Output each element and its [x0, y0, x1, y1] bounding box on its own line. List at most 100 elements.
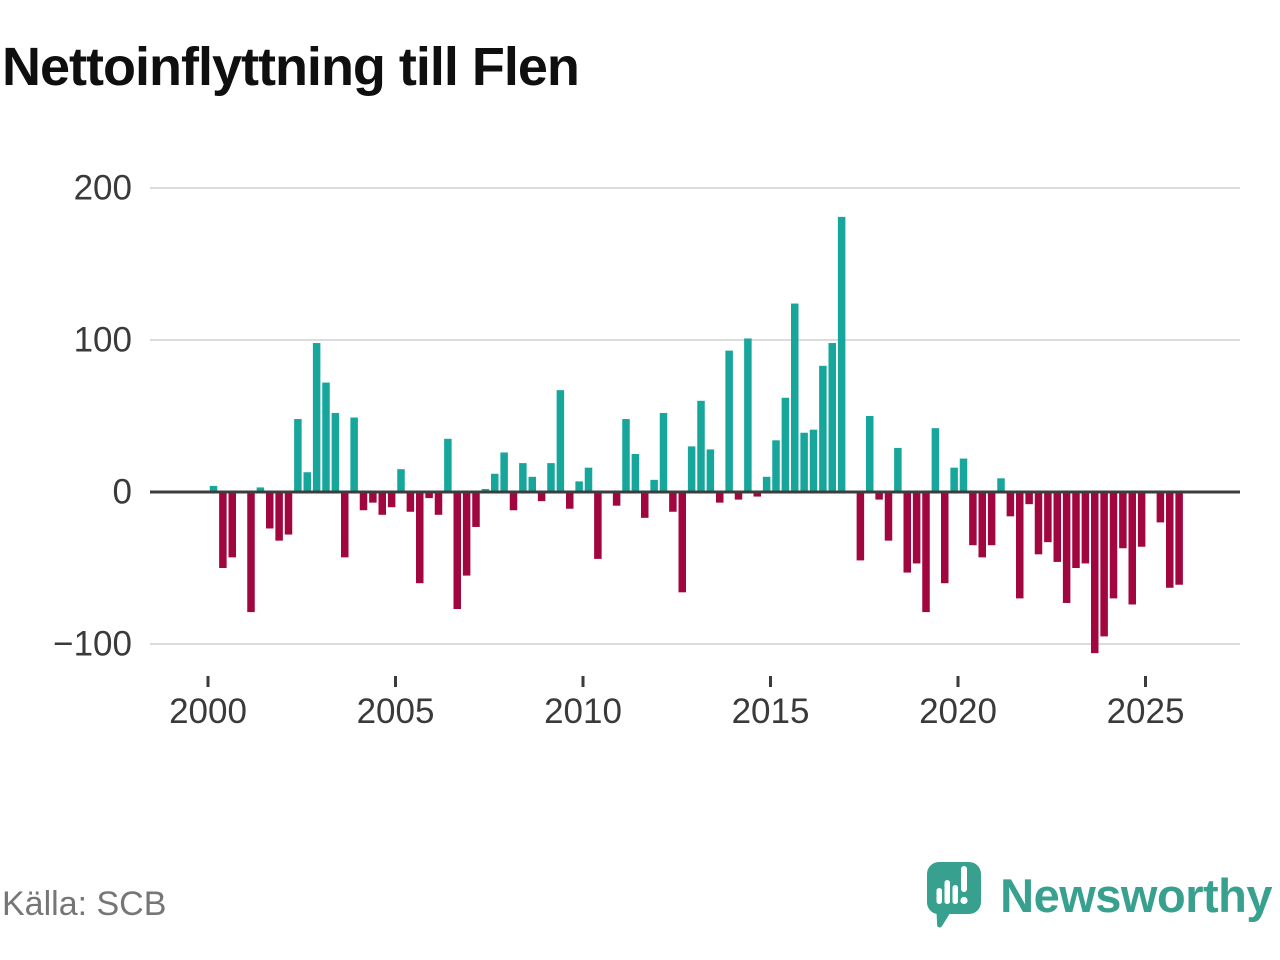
bar-2018Q4 [912, 492, 921, 564]
bar-2025Q2 [1156, 492, 1165, 523]
bar-2003Q2 [331, 412, 340, 492]
x-tick-label-2000: 2000 [169, 692, 247, 731]
bar-2008Q1 [509, 492, 518, 511]
bar-2018Q2 [894, 447, 902, 492]
logo-exclamation-dot [960, 896, 968, 905]
bar-2002Q1 [284, 492, 293, 535]
bar-2023Q2 [1081, 492, 1090, 564]
bar-2014Q2 [744, 338, 752, 492]
bar-2022Q4 [1062, 492, 1071, 603]
bar-2014Q3 [753, 492, 761, 497]
bar-2014Q4 [762, 476, 771, 492]
bar-2015Q4 [800, 432, 808, 492]
bar-2007Q4 [500, 452, 508, 492]
bar-2000Q3 [228, 492, 236, 558]
bar-2009Q4 [575, 481, 583, 492]
bar-2017Q2 [856, 492, 865, 561]
bar-2017Q4 [875, 492, 883, 500]
bar-2004Q4 [387, 492, 396, 508]
bar-2025Q4 [1175, 492, 1183, 585]
y-tick-label-0: 0 [113, 473, 132, 512]
brand-name: Newsworthy [1000, 868, 1272, 922]
x-tick-label-2020: 2020 [919, 692, 997, 731]
bar-2003Q3 [341, 492, 349, 558]
bar-2013Q1 [697, 400, 705, 492]
bar-2004Q2 [369, 492, 377, 503]
bar-2001Q3 [266, 492, 274, 529]
bar-2006Q2 [444, 438, 452, 492]
logo-bar-short [936, 888, 943, 904]
bar-2024Q4 [1137, 492, 1146, 547]
bar-2021Q3 [1016, 492, 1024, 599]
bar-2008Q2 [519, 463, 527, 492]
bar-2025Q3 [1166, 492, 1174, 588]
y-tick-label-100: 100 [74, 321, 132, 360]
bar-2005Q1 [397, 469, 405, 492]
bar-2021Q4 [1025, 492, 1033, 505]
bar-2006Q4 [462, 492, 471, 576]
bar-2004Q3 [378, 492, 386, 515]
bar-2002Q4 [312, 343, 321, 492]
bar-2000Q2 [219, 492, 227, 568]
bar-2023Q1 [1072, 492, 1080, 568]
bar-2019Q3 [941, 492, 949, 584]
bar-2003Q1 [322, 382, 330, 492]
newsworthy-bubble-barchart-icon [927, 862, 982, 928]
bar-2007Q1 [472, 492, 480, 527]
bar-2009Q1 [547, 463, 555, 492]
bar-2019Q1 [922, 492, 930, 613]
y-tick-label-200: 200 [74, 169, 132, 208]
bar-2000Q1 [209, 485, 218, 492]
bar-2015Q3 [791, 303, 799, 492]
bar-2013Q3 [716, 492, 724, 503]
logo-bar-tall [944, 880, 951, 904]
bar-2008Q3 [528, 476, 536, 492]
bar-2005Q3 [416, 492, 424, 584]
bar-2022Q2 [1044, 492, 1052, 543]
bar-2010Q1 [584, 467, 593, 492]
source-note: Källa: SCB [2, 885, 167, 923]
bar-2012Q1 [659, 412, 668, 492]
bar-2015Q1 [772, 440, 780, 492]
bar-2020Q3 [978, 492, 986, 558]
bar-2024Q3 [1128, 492, 1136, 605]
bar-2020Q2 [969, 492, 977, 546]
x-tick-label-2005: 2005 [357, 692, 435, 731]
bar-2020Q4 [987, 492, 996, 546]
bar-2009Q2 [556, 390, 565, 492]
bar-2022Q1 [1034, 492, 1043, 555]
x-tick-label-2010: 2010 [544, 692, 622, 731]
bar-2015Q2 [781, 397, 790, 492]
bar-2005Q4 [425, 492, 433, 499]
bar-2023Q3 [1091, 492, 1099, 654]
bar-2007Q3 [491, 473, 499, 492]
logo-bar-medium [952, 885, 959, 904]
bar-2011Q3 [641, 492, 649, 518]
bar-2010Q2 [594, 492, 602, 559]
bar-2019Q2 [931, 428, 940, 492]
bar-2001Q4 [275, 492, 283, 541]
bar-2002Q3 [303, 472, 311, 492]
bar-2012Q3 [678, 492, 686, 593]
bar-2016Q4 [837, 216, 846, 492]
bar-2021Q1 [997, 478, 1005, 492]
bar-2020Q1 [959, 458, 968, 492]
bar-2001Q2 [256, 487, 265, 492]
bar-2004Q1 [359, 492, 368, 511]
bar-2013Q4 [725, 350, 733, 492]
bar-2002Q2 [294, 419, 302, 492]
chart-title: Nettoinflyttning till Flen [2, 37, 580, 97]
bar-2012Q2 [669, 492, 677, 512]
bar-2003Q4 [350, 417, 358, 492]
bar-2022Q3 [1053, 492, 1061, 562]
bar-2011Q4 [650, 479, 658, 492]
brand-footer: Newsworthy [926, 862, 1272, 928]
bar-2016Q2 [819, 365, 827, 492]
bar-2008Q4 [537, 492, 546, 502]
bar-2005Q2 [406, 492, 415, 512]
bar-2018Q1 [884, 492, 893, 541]
bar-2010Q4 [612, 492, 621, 506]
x-tick-label-2025: 2025 [1107, 692, 1185, 731]
